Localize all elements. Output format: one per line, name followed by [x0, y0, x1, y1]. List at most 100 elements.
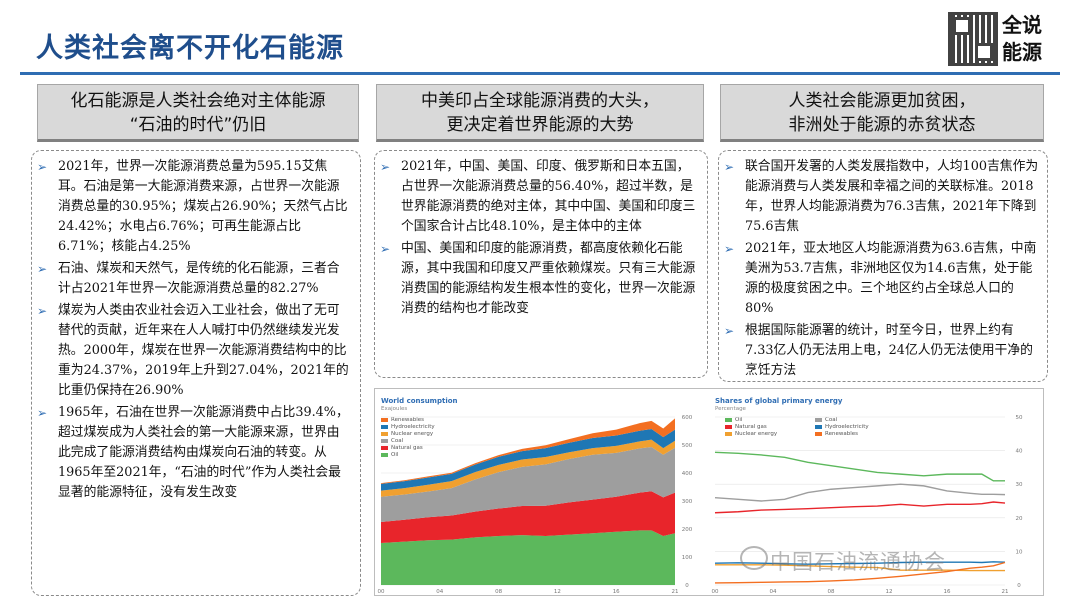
qr-code-icon	[948, 12, 998, 66]
column-3-header: 人类社会能源更加贫困， 非洲处于能源的赤贫状态	[720, 84, 1044, 142]
logo-line-2: 能源	[1002, 40, 1042, 64]
legend-entry: Renewables	[381, 416, 435, 423]
list-item: 1965年，石油在世界一次能源消费中占比39.4%，超过煤炭成为人类社会的第一大…	[37, 403, 352, 503]
world-consumption-chart: 0 100 200 300 400 500 600 00 04 08 12 16 21	[378, 415, 693, 595]
legend-label: Oil	[391, 451, 399, 458]
list-item: 2021年，亚太地区人均能源消费为63.6吉焦，中南美洲为53.7吉焦，非洲地区…	[724, 239, 1039, 319]
watermark: 中国石油流通协会	[770, 550, 946, 574]
logo-text: 全说 能源	[1002, 12, 1048, 66]
list-item: 中国、美国和印度的能源消费，都高度依赖化石能源，其中我国和印度又严重依赖煤炭。只…	[380, 239, 699, 319]
line-series-nuclear-energy	[715, 564, 1005, 572]
chart-2-title: Shares of global primary energy	[715, 397, 843, 405]
legend-swatch	[725, 431, 732, 436]
legend-entry: Oil	[381, 451, 435, 458]
column-1-content: 2021年，世界一次能源消费总量为595.15艾焦耳。石油是第一大能源消费来源，…	[31, 150, 361, 596]
legend-label: Renewables	[391, 416, 424, 423]
column-1-header: 化石能源是人类社会绝对主体能源 “石油的时代”仍旧	[37, 84, 359, 142]
y-tick-label: 0	[685, 583, 689, 589]
legend-swatch	[381, 452, 388, 457]
chart-2-subtitle: Percentage	[715, 406, 746, 412]
line-series-hydroelectricity	[714, 561, 1006, 565]
legend-entry: Nuclear energy	[725, 430, 815, 437]
legend-entry: Renewables	[815, 430, 905, 437]
list-item: 2021年，中国、美国、印度、俄罗斯和日本五国，占世界一次能源消费总量的56.4…	[380, 157, 699, 237]
y-tick-label: 600	[682, 415, 693, 421]
legend-label: Nuclear energy	[391, 430, 434, 437]
y-tick-label: 400	[682, 471, 693, 477]
y-tick-label: 30	[1016, 482, 1023, 488]
x-tick-label: 16	[613, 589, 620, 595]
x-tick-label: 16	[944, 589, 951, 595]
legend-label: Natural gas	[735, 423, 767, 430]
column-2-header-line-2: 更决定着世界能源的大势	[446, 115, 634, 135]
logo: 全说 能源	[948, 12, 1048, 68]
wechat-icon	[740, 546, 768, 570]
legend-swatch	[815, 417, 822, 422]
y-tick-label: 200	[682, 527, 693, 533]
line-series-natural-gas	[714, 501, 1006, 514]
energy-shares-chart: 0 10 20 30 40 50 00 04 08 12 16 21	[712, 415, 1023, 595]
area-series-coal	[381, 446, 675, 522]
area-series-natural-gas	[381, 491, 675, 543]
x-tick-label: 04	[436, 589, 443, 595]
legend-label: Coal	[825, 416, 838, 423]
x-tick-label: 21	[1002, 589, 1009, 595]
x-tick-label: 12	[554, 589, 561, 595]
legend-swatch	[725, 417, 732, 422]
legend-swatch	[381, 445, 388, 450]
chart-2-legend: Oil Coal Natural gas Hydroelectricity Nuclea…	[725, 416, 905, 437]
area-series-renewables	[381, 418, 675, 484]
legend-label: Hydroelectricity	[391, 423, 435, 430]
column-2-header-line-1: 中美印占全球能源消费的大头，	[421, 91, 659, 111]
legend-label: Hydroelectricity	[825, 423, 869, 430]
legend-swatch	[815, 431, 822, 436]
column-2-content: 2021年，中国、美国、印度、俄罗斯和日本五国，占世界一次能源消费总量的56.4…	[374, 150, 708, 378]
list-item: 煤炭为人类由农业社会迈入工业社会，做出了无可替代的贡献，近年来在人人喊打中仍然继…	[37, 301, 352, 401]
column-3-header-line-2: 非洲处于能源的赤贫状态	[788, 115, 976, 135]
x-tick-label: 12	[886, 589, 893, 595]
charts-panel: World consumption Exajoules Renewables Hy…	[374, 388, 1044, 596]
legend-entry: Natural gas	[381, 444, 435, 451]
chart-1-subtitle: Exajoules	[381, 406, 408, 412]
line-series-oil	[714, 451, 1005, 482]
x-tick-label: 21	[672, 589, 679, 595]
column-1-header-line-1: 化石能源是人类社会绝对主体能源	[70, 91, 326, 111]
x-tick-label: 00	[378, 589, 385, 595]
legend-entry: Nuclear energy	[381, 430, 435, 437]
page-title: 人类社会离不开化石能源	[36, 33, 344, 64]
chart-1-legend: Renewables Hydroelectricity Nuclear energy…	[381, 416, 435, 458]
legend-entry: Oil	[725, 416, 815, 423]
legend-swatch	[381, 424, 388, 429]
chart-1-title: World consumption	[381, 397, 458, 405]
legend-label: Oil	[735, 416, 743, 423]
y-tick-label: 40	[1016, 449, 1023, 455]
legend-entry: Coal	[815, 416, 905, 423]
legend-entry: Hydroelectricity	[381, 423, 435, 430]
list-item: 根据国际能源署的统计，时至今日，世界上约有7.33亿人仍无法用上电，24亿人仍无…	[724, 321, 1039, 381]
y-tick-label: 0	[1017, 583, 1021, 589]
y-tick-label: 500	[682, 443, 693, 449]
legend-entry: Natural gas	[725, 423, 815, 430]
area-series-oil	[381, 530, 675, 585]
x-tick-label: 00	[712, 589, 719, 595]
legend-entry: Coal	[381, 437, 435, 444]
legend-swatch	[381, 431, 388, 436]
legend-swatch	[381, 438, 388, 443]
line-series-coal	[714, 483, 1006, 502]
legend-label: Coal	[391, 437, 404, 444]
list-item: 石油、煤炭和天然气，是传统的化石能源，三者合计占2021年世界一次能源消费总量的…	[37, 259, 352, 299]
y-tick-label: 50	[1016, 415, 1023, 421]
y-tick-label: 300	[682, 499, 693, 505]
x-tick-label: 04	[770, 589, 777, 595]
legend-label: Nuclear energy	[735, 430, 778, 437]
column-3-content: 联合国开发署的人类发展指数中，人均100吉焦作为能源消费与人类发展和幸福之间的关…	[718, 150, 1048, 382]
list-item: 联合国开发署的人类发展指数中，人均100吉焦作为能源消费与人类发展和幸福之间的关…	[724, 157, 1039, 237]
area-series-hydroelectricity	[381, 429, 675, 491]
logo-line-1: 全说	[1002, 13, 1042, 37]
y-tick-label: 10	[1016, 549, 1023, 555]
area-series-nuclear-energy	[381, 439, 675, 497]
y-tick-label: 100	[682, 555, 693, 561]
column-1-header-line-2: “石油的时代”仍旧	[129, 115, 267, 135]
legend-swatch	[815, 424, 822, 429]
legend-label: Natural gas	[391, 444, 423, 451]
